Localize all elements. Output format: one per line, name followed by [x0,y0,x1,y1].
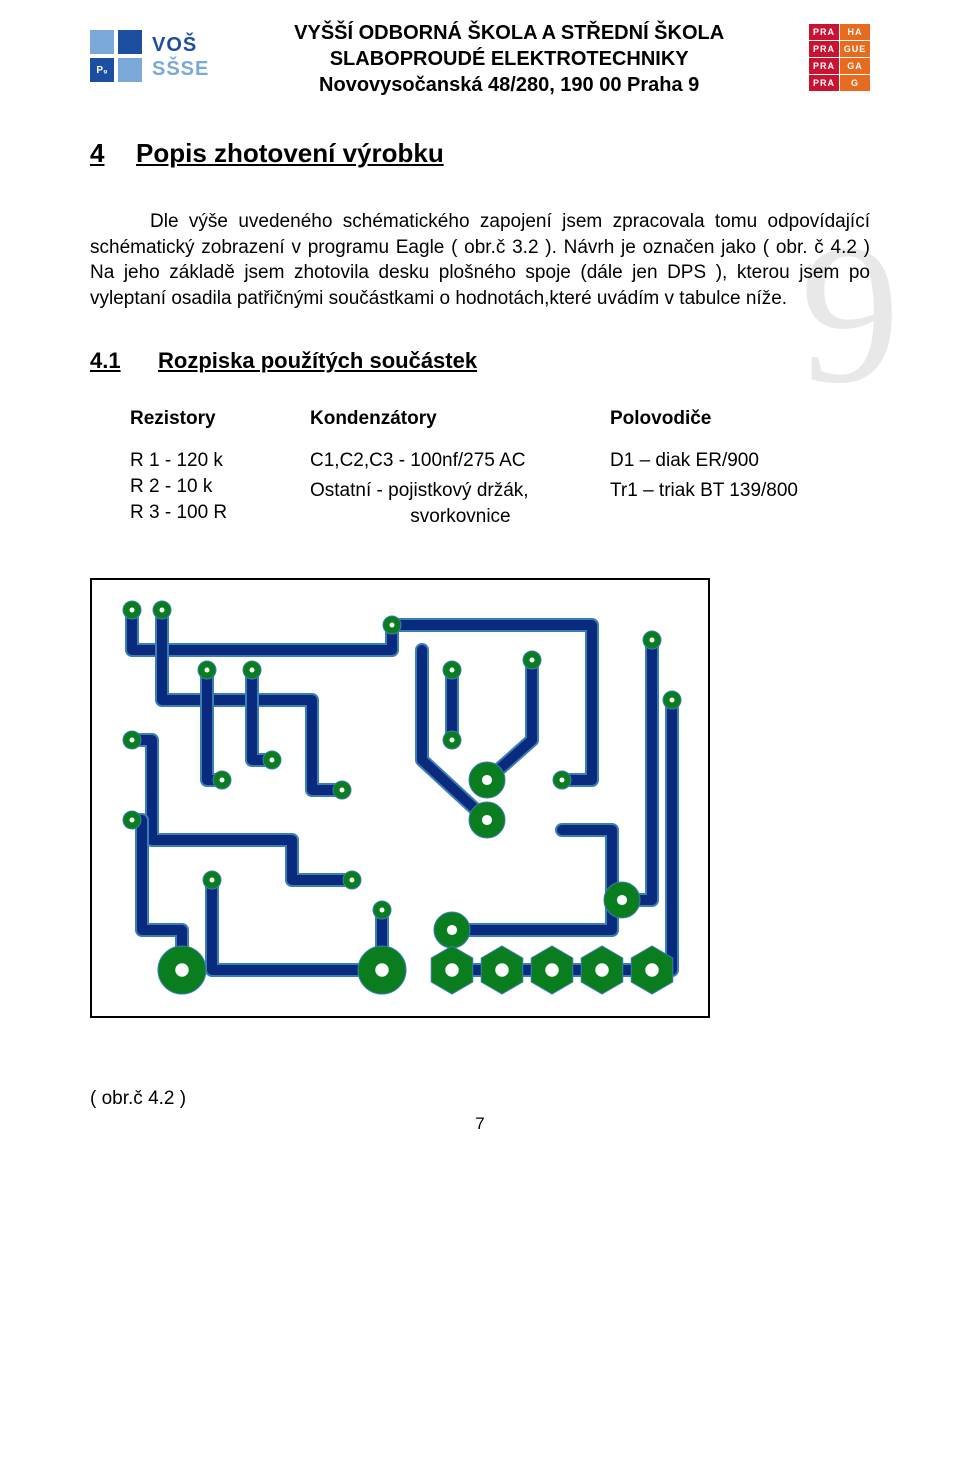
table-cell: Ostatní - pojistkový držák, [310,480,610,502]
table-cell: Tr1 – triak BT 139/800 [610,480,870,502]
table-cell: R 2 - 10 k [130,476,310,498]
school-logo-left: P₉ VOŠ SŠSE [90,20,209,84]
logo-badge: P₉ [90,58,114,82]
table-cell: R 3 - 100 R [130,502,310,524]
school-name-line2: SLABOPROUDÉ ELEKTROTECHNIKY [209,46,809,72]
components-table: Rezistory Kondenzátory Polovodiče R 1 - … [90,408,870,528]
section-number: 4 [90,138,136,169]
figure-caption: ( obr.č 4.2 ) [90,1088,870,1110]
table-header: Rezistory [130,408,310,430]
document-header: P₉ VOŠ SŠSE VYŠŠÍ ODBORNÁ ŠKOLA A STŘEDN… [90,20,870,98]
table-cell: R 1 - 120 k [130,450,310,472]
logo-squares-icon: P₉ [90,30,144,84]
logo-text: VOŠ SŠSE [152,35,209,79]
prague-logo: PRAHA PRAGUE PRAGA PRAG [809,20,870,91]
subsection-number: 4.1 [90,348,158,374]
table-cell: C1,C2,C3 - 100nf/275 AC [310,450,610,472]
table-cell: svorkovnice [310,506,610,528]
paragraph-text: Dle výše uvedeného schématického zapojen… [90,211,870,309]
subsection-title: Rozpiska použítých součástek [158,348,477,373]
pcb-svg [92,580,710,1018]
body-paragraph: Dle výše uvedeného schématického zapojen… [90,209,870,312]
logo-text-top: VOŠ [152,35,209,55]
section-heading: 4Popis zhotovení výrobku [90,138,870,169]
school-address: Novovysočanská 48/280, 190 00 Praha 9 [209,72,809,98]
prague-cell: PRA [809,24,839,40]
prague-cell: PRA [809,58,839,74]
logo-text-bot: SŠSE [152,59,209,79]
prague-cell: GA [840,58,870,74]
table-header: Kondenzátory [310,408,610,430]
table-header: Polovodiče [610,408,870,430]
header-title: VYŠŠÍ ODBORNÁ ŠKOLA A STŘEDNÍ ŠKOLA SLAB… [209,20,809,98]
prague-cell: GUE [840,41,870,57]
section-title: Popis zhotovení výrobku [136,138,444,168]
prague-cell: PRA [809,41,839,57]
prague-cell: PRA [809,75,839,91]
school-name-line1: VYŠŠÍ ODBORNÁ ŠKOLA A STŘEDNÍ ŠKOLA [209,20,809,46]
prague-cell: HA [840,24,870,40]
prague-cell: G [840,75,870,91]
page-number: 7 [475,1114,484,1134]
table-cell: D1 – diak ER/900 [610,450,870,472]
subsection-heading: 4.1Rozpiska použítých součástek [90,348,870,374]
pcb-layout-figure [90,578,710,1018]
